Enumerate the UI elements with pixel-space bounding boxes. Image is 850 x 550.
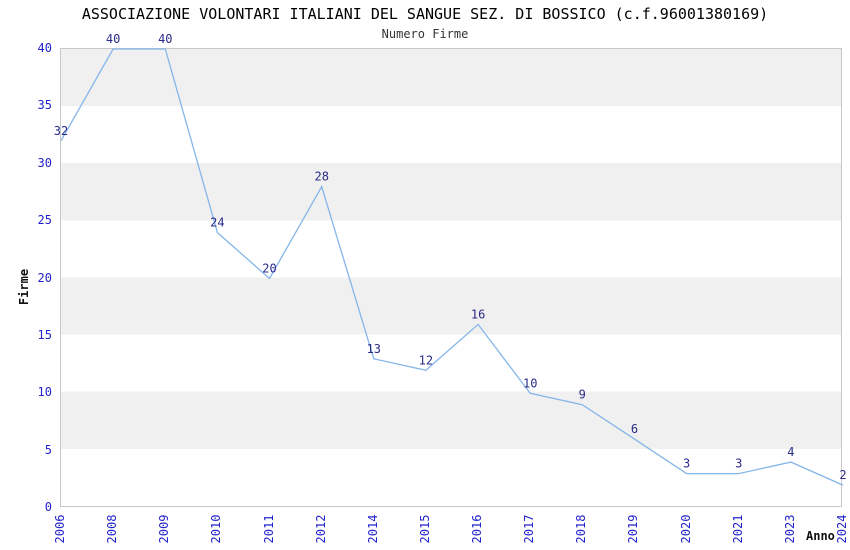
data-point-label: 4 (787, 445, 794, 459)
x-tick-label: 2020 (678, 514, 693, 544)
x-tick-label: 2017 (522, 514, 537, 544)
y-tick-label: 30 (37, 155, 52, 170)
data-point-label: 40 (106, 32, 120, 46)
y-tick-label: 0 (44, 500, 52, 514)
x-tick-label: 2023 (782, 514, 797, 544)
x-tick-label: 2011 (261, 514, 276, 544)
data-point-label: 40 (158, 32, 172, 46)
y-tick-label: 25 (37, 213, 52, 228)
data-point-label: 10 (523, 376, 537, 390)
chart-title: ASSOCIAZIONE VOLONTARI ITALIANI DEL SANG… (81, 5, 769, 23)
data-point-label: 20 (262, 262, 276, 276)
chart-subtitle: Numero Firme (381, 27, 469, 41)
data-point-label: 32 (54, 124, 68, 138)
data-point-label: 9 (579, 388, 586, 402)
x-tick-label: 2021 (730, 514, 745, 544)
line-series-svg: 32 40 40 24 20 28 13 12 16 10 9 6 3 3 4 2 (54, 32, 847, 486)
x-axis-label: Anno (806, 529, 835, 543)
x-tick-label: 2015 (417, 514, 432, 544)
data-point-label: 3 (735, 457, 742, 471)
data-point-label: 3 (683, 457, 690, 471)
x-tick-label: 2008 (105, 514, 120, 544)
y-tick-label: 15 (37, 327, 52, 342)
x-tick-label: 2006 (53, 514, 67, 544)
data-point-label: 6 (631, 422, 638, 436)
data-point-label: 16 (471, 307, 485, 321)
data-point-label: 28 (314, 170, 328, 184)
x-tick-label: 2024 (835, 514, 849, 544)
x-tick-label: 2014 (365, 514, 380, 544)
x-tick-label: 2019 (626, 514, 641, 544)
data-point-label: 13 (367, 342, 381, 356)
y-tick-label: 20 (37, 270, 52, 285)
series-line (60, 48, 844, 486)
y-tick-label: 40 (37, 41, 52, 55)
plot-area: 32 40 40 24 20 28 13 12 16 10 9 6 3 3 4 2 (54, 32, 847, 507)
x-tick-label: 2012 (313, 514, 328, 544)
data-point-label: 2 (839, 468, 846, 482)
y-tick-label: 5 (44, 442, 52, 457)
y-tick-label: 35 (37, 98, 52, 113)
data-point-label: 24 (210, 216, 224, 230)
x-tick-label: 2018 (574, 514, 589, 544)
x-tick-label: 2016 (470, 514, 485, 544)
y-tick-label: 10 (37, 385, 52, 400)
data-point-label: 12 (419, 353, 433, 367)
x-tick-label: 2009 (157, 514, 172, 544)
x-tick-label: 2010 (209, 514, 224, 544)
